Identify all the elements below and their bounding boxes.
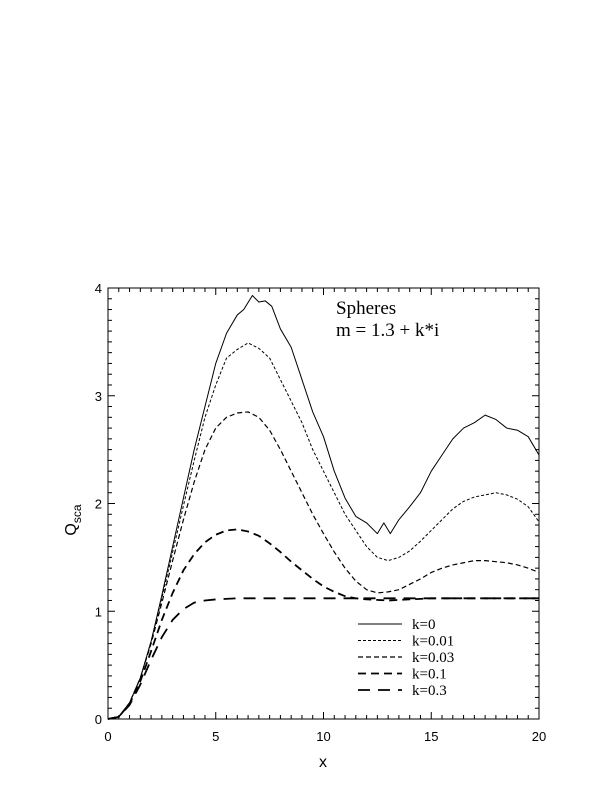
x-axis-title: x <box>319 754 327 771</box>
y-tick-label: 1 <box>95 604 102 619</box>
y-tick-label: 0 <box>95 712 102 727</box>
y-tick-label: 3 <box>95 389 102 404</box>
series-line-2 <box>107 411 540 720</box>
legend: k=0k=0.01k=0.03k=0.1k=0.3 <box>358 617 454 699</box>
axis-ticks <box>107 287 540 720</box>
y-axis-title-main: Q <box>63 523 80 535</box>
legend-label-3: k=0.1 <box>412 667 447 683</box>
legend-label-0: k=0 <box>412 617 435 633</box>
y-tick-label: 4 <box>95 281 102 296</box>
legend-label-2: k=0.03 <box>412 650 454 666</box>
legend-label-1: k=0.01 <box>412 634 454 650</box>
series-line-4 <box>107 597 539 720</box>
y-axis-title-sub: sca <box>70 504 84 523</box>
x-tick-label: 0 <box>104 729 111 744</box>
y-axis-title: Qsca <box>63 504 84 535</box>
series-line-0 <box>107 295 540 720</box>
x-tick-label: 10 <box>316 729 330 744</box>
annotation-line-1: Spheres <box>336 298 396 319</box>
tick-labels: 0 5 10 15 20 0 1 2 3 4 <box>95 281 546 744</box>
series-line-1 <box>107 342 540 720</box>
x-tick-label: 5 <box>212 729 219 744</box>
plot-frame <box>107 287 540 720</box>
x-tick-label: 15 <box>424 729 438 744</box>
y-tick-label: 2 <box>95 497 102 512</box>
series-line-3 <box>107 528 539 720</box>
series-group <box>107 295 540 720</box>
annotation-line-2: m = 1.3 + k*i <box>336 320 439 341</box>
legend-label-4: k=0.3 <box>412 683 447 699</box>
x-tick-label: 20 <box>532 729 546 744</box>
